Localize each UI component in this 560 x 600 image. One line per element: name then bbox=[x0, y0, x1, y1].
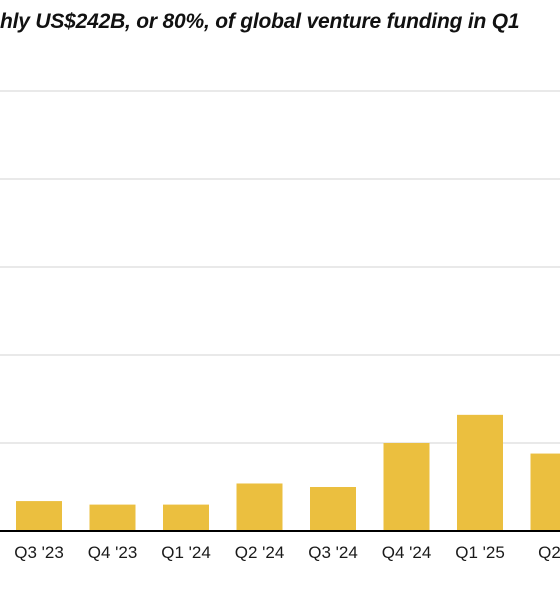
bar bbox=[383, 443, 430, 531]
x-tick-label: Q3 '23 bbox=[14, 543, 64, 562]
bar bbox=[457, 414, 503, 531]
chart-title: hly US$242B, or 80%, of global venture f… bbox=[0, 10, 520, 33]
x-tick-label: Q1 '25 bbox=[455, 543, 505, 562]
bar bbox=[310, 487, 356, 531]
x-tick-label: Q3 '24 bbox=[308, 543, 358, 562]
x-tick-labels: Q3 '23 Q4 '23 Q1 '24 Q2 '24 Q3 '24 Q4 '24 Q1 '… bbox=[14, 543, 560, 562]
bar bbox=[163, 504, 209, 531]
x-tick-label: Q2 '24 bbox=[235, 543, 285, 562]
bar-series bbox=[16, 414, 560, 531]
x-tick-label: Q1 '24 bbox=[161, 543, 211, 562]
bar bbox=[236, 483, 283, 531]
bar bbox=[89, 504, 136, 531]
x-tick-label: Q4 '23 bbox=[88, 543, 138, 562]
gridlines bbox=[0, 90, 560, 444]
x-tick-label: Q4 '24 bbox=[382, 543, 432, 562]
x-tick-label: Q2 ' bbox=[538, 543, 560, 562]
bar bbox=[530, 453, 560, 531]
bar bbox=[16, 501, 62, 531]
